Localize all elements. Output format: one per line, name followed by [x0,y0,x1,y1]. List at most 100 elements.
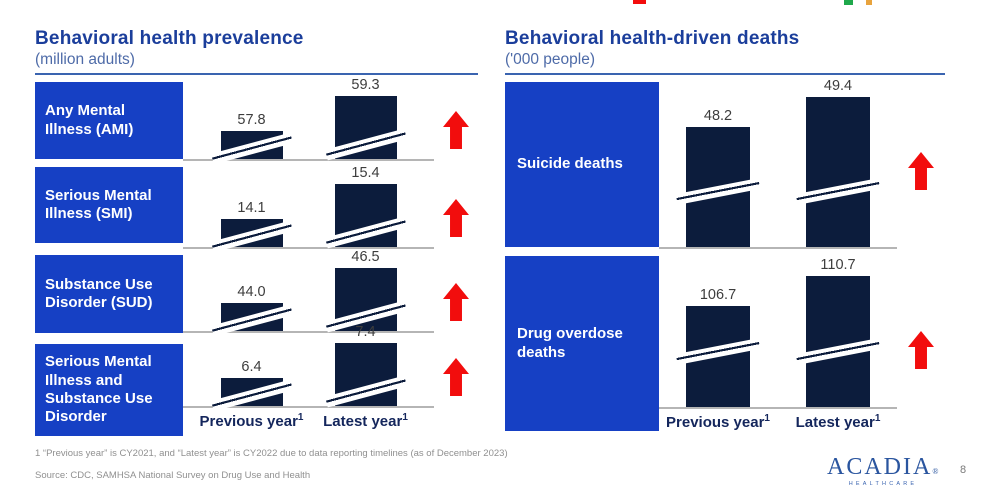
acadia-healthcare-subtext: HEALTHCARE [848,481,918,487]
bar-previous-year: 6.4 [210,359,293,412]
axis-break-mark [795,178,881,205]
bar-chart-row-ami: 57.8 59.3 [183,77,434,165]
bar-group-latest: 7.4 [314,324,418,408]
axis-break-mark [210,132,293,165]
panel-subtitle: (million adults) [35,51,135,68]
trend-cell [897,82,945,249]
row-label-smi: Serious Mental Illness (SMI) [35,167,183,243]
page-number: 8 [960,464,967,476]
bar-chart-row-overdose: 106.7 110.7 [659,249,897,409]
value-label: 6.4 [241,359,262,375]
trend-up-arrow-icon [908,152,934,190]
value-label: 7.4 [355,324,376,340]
trend-cell [434,249,478,333]
top-edge-green-fragment [844,0,853,5]
bar-previous-year: 106.7 [675,287,761,407]
logo-text: ACADIA [827,454,933,480]
bar-previous-year: 14.1 [210,200,293,253]
acadia-wordmark: ACADIA® [827,455,939,479]
value-label: 44.0 [237,284,266,300]
x-axis-label-latest: Latest year1 [783,413,893,431]
value-label: 46.5 [351,249,380,265]
trend-cell [434,82,478,161]
bar-group-latest: 46.5 [314,249,418,333]
prevalence-chart-grid: Any Mental Illness (AMI) Serious Mental … [35,77,478,438]
acadia-logo: ACADIA® HEALTHCARE [827,455,939,487]
value-label: 57.8 [237,112,266,128]
x-axis-label-previous: Previous year1 [200,412,304,430]
trend-up-arrow-icon [443,111,469,149]
panel-subtitle: ('000 people) [505,51,595,68]
x-axis-label-text: Latest year [323,413,403,430]
bar-chart-row-suicide: 48.2 49.4 [659,78,897,249]
deaths-chart-grid: Suicide deaths Drug overdose deaths 48.2… [505,78,945,439]
bar-latest-year: 49.4 [795,78,881,247]
bar-group-previous: 106.7 [663,287,773,407]
bar-previous-year: 44.0 [210,284,293,337]
value-label: 106.7 [699,287,737,303]
value-label: 14.1 [237,200,266,216]
footnote-marker: 1 [297,412,304,423]
bar-group-latest: 59.3 [314,77,418,161]
x-axis-label-latest: Latest year1 [314,412,418,430]
footnote-marker: 1 [402,412,408,423]
axis-break-mark [210,304,293,337]
x-axis-label-text: Previous year [199,413,298,430]
deaths-panel: Behavioral health-driven deaths ('000 pe… [505,28,945,439]
bar-group-latest: 110.7 [783,257,893,407]
bar-group-previous: 6.4 [200,359,304,412]
value-label: 59.3 [351,77,380,93]
axis-break-mark [210,220,293,253]
axis-break-mark [795,338,881,365]
bar-previous-year: 48.2 [675,108,761,247]
value-label: 49.4 [823,78,853,94]
axis-break-mark [324,216,407,249]
row-label-ami: Any Mental Illness (AMI) [35,82,183,159]
bar-group-previous: 48.2 [663,108,773,247]
x-axis-labels: Previous year1 Latest year1 [659,409,897,439]
source-note: Source: CDC, SAMHSA National Survey on D… [35,470,311,481]
bar-group-previous: 57.8 [200,112,304,165]
trend-cell [434,161,478,249]
bar-group-previous: 14.1 [200,200,304,253]
x-axis-label-previous: Previous year1 [663,413,773,431]
trend-up-arrow-icon [443,283,469,321]
top-edge-orange-fragment [866,0,872,5]
footnote: 1 “Previous year” is CY2021, and “Latest… [35,448,508,459]
axis-break-mark [675,178,761,205]
axis-break-mark [675,338,761,365]
bar-latest-year: 110.7 [795,257,881,407]
bar-chart-row-smi-sud: 6.4 7.4 [183,324,434,412]
footnote-marker: 1 [764,413,770,424]
panel-title: Behavioral health-driven deaths [505,28,800,49]
prevalence-panel: Behavioral health prevalence (million ad… [35,28,478,438]
value-label: 48.2 [703,108,733,124]
footnote-marker: 1 [874,413,881,424]
top-edge-red-fragment [633,0,646,4]
trend-cell [434,333,478,408]
trend-up-arrow-icon [908,331,934,369]
prevalence-panel-header: Behavioral health prevalence (million ad… [35,28,478,75]
registered-mark-icon: ® [932,467,941,476]
x-axis-label-text: Previous year [666,414,765,431]
x-axis-labels: Previous year1 Latest year1 [183,408,434,438]
value-label: 110.7 [820,257,856,273]
bar-latest-year: 59.3 [324,77,407,161]
row-label-overdose: Drug overdose deaths [505,256,659,431]
bar-group-latest: 15.4 [314,165,418,249]
trend-up-arrow-icon [443,358,469,396]
bar-chart-row-sud: 44.0 46.5 [183,249,434,337]
x-axis-label-text: Latest year [795,414,875,431]
row-label-suicide: Suicide deaths [505,82,659,247]
bar-group-latest: 49.4 [783,78,893,247]
row-label-smi-sud: Serious Mental Illness and Substance Use… [35,344,183,436]
bar-latest-year: 15.4 [324,165,407,249]
trend-up-arrow-icon [443,199,469,237]
bar-chart-row-smi: 14.1 15.4 [183,161,434,253]
axis-break-mark [324,128,407,161]
bar-latest-year: 7.4 [324,324,407,408]
trend-cell [897,249,945,409]
axis-break-mark [324,375,407,408]
deaths-panel-header: Behavioral health-driven deaths ('000 pe… [505,28,945,75]
